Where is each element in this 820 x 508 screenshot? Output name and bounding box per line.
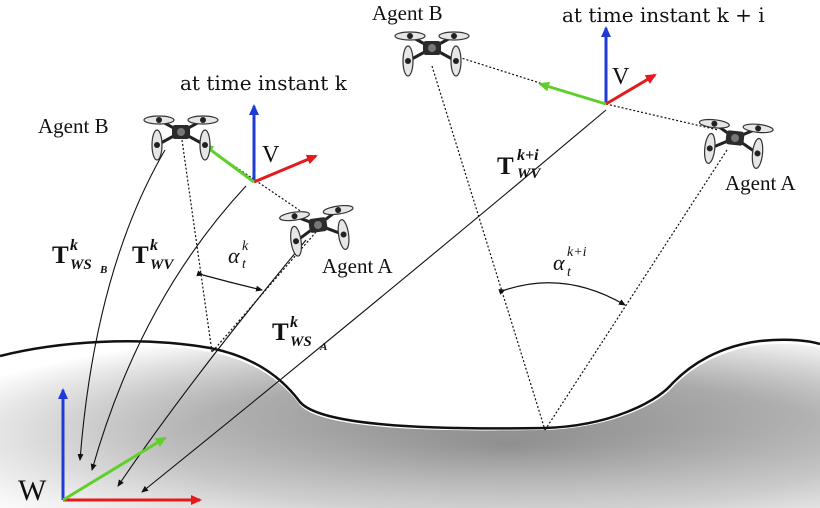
svg-text:A: A xyxy=(319,341,327,353)
v-k-axis-x xyxy=(253,154,318,184)
v-frame-ki xyxy=(538,26,657,106)
terrain-fade xyxy=(0,343,820,508)
svg-text:T: T xyxy=(272,319,289,346)
svg-text:T: T xyxy=(132,242,149,269)
svg-text:B: B xyxy=(99,264,107,276)
curve-ws-b xyxy=(77,149,166,461)
label-agent-b-k: Agent B xyxy=(38,114,109,138)
dotted-v-to-a2 xyxy=(605,103,719,131)
svg-text:k: k xyxy=(70,237,78,254)
label-agent-b-ki: Agent B xyxy=(372,1,443,25)
curve-wv-ki xyxy=(141,109,607,493)
svg-text:k+i: k+i xyxy=(567,245,587,260)
curve-ws-a xyxy=(117,239,307,487)
dotted-a-to-ground xyxy=(211,231,317,353)
svg-text:t: t xyxy=(242,257,247,272)
v-frame-k xyxy=(202,104,318,184)
transform-ws-b: T k WS B xyxy=(52,237,107,276)
angle-arc-ki xyxy=(498,282,626,306)
svg-text:WV: WV xyxy=(517,166,542,182)
drone-agent-a-ki xyxy=(693,116,775,172)
terrain-outline xyxy=(0,338,820,430)
transform-wv-ki: T k+i WV xyxy=(497,147,542,182)
svg-text:k: k xyxy=(290,314,298,331)
v-ki-axis-y xyxy=(538,81,607,106)
svg-text:α: α xyxy=(228,243,240,268)
transform-ws-a: T k WS A xyxy=(272,314,327,353)
transform-wv-k: T k WV xyxy=(132,237,175,273)
v-ki-axis-x xyxy=(605,73,657,106)
svg-text:WV: WV xyxy=(150,257,175,273)
label-v-k: V xyxy=(262,142,280,168)
dotted-b2-to-ground xyxy=(431,65,546,431)
w-axis-y xyxy=(62,436,167,502)
svg-text:α: α xyxy=(553,250,565,275)
drone-agent-b-ki xyxy=(393,30,471,78)
angle-label-ki: α k+i t xyxy=(553,245,587,280)
v-k-axis-y xyxy=(202,143,255,184)
svg-text:T: T xyxy=(52,242,69,269)
svg-text:k: k xyxy=(150,237,158,254)
label-agent-a-ki: Agent A xyxy=(725,171,796,195)
curve-wv-k xyxy=(90,185,247,471)
svg-text:T: T xyxy=(497,153,514,180)
angle-label-k: α k t xyxy=(228,239,249,272)
svg-text:k+i: k+i xyxy=(517,147,539,164)
label-agent-a-k: Agent A xyxy=(322,254,393,278)
label-time-k: at time instant k xyxy=(180,71,348,95)
svg-text:t: t xyxy=(567,265,572,280)
svg-text:WS: WS xyxy=(290,334,312,350)
dotted-v-to-a xyxy=(251,177,303,213)
drone-agent-a-k xyxy=(277,202,361,260)
angle-arc-k xyxy=(196,270,263,292)
svg-text:WS: WS xyxy=(70,257,92,273)
label-w: W xyxy=(18,474,47,507)
drone-agent-b-k xyxy=(142,114,220,162)
label-time-ki: at time instant k + i xyxy=(562,3,765,27)
label-v-ki: V xyxy=(612,64,630,90)
world-frame xyxy=(58,388,202,505)
svg-text:k: k xyxy=(242,239,249,254)
